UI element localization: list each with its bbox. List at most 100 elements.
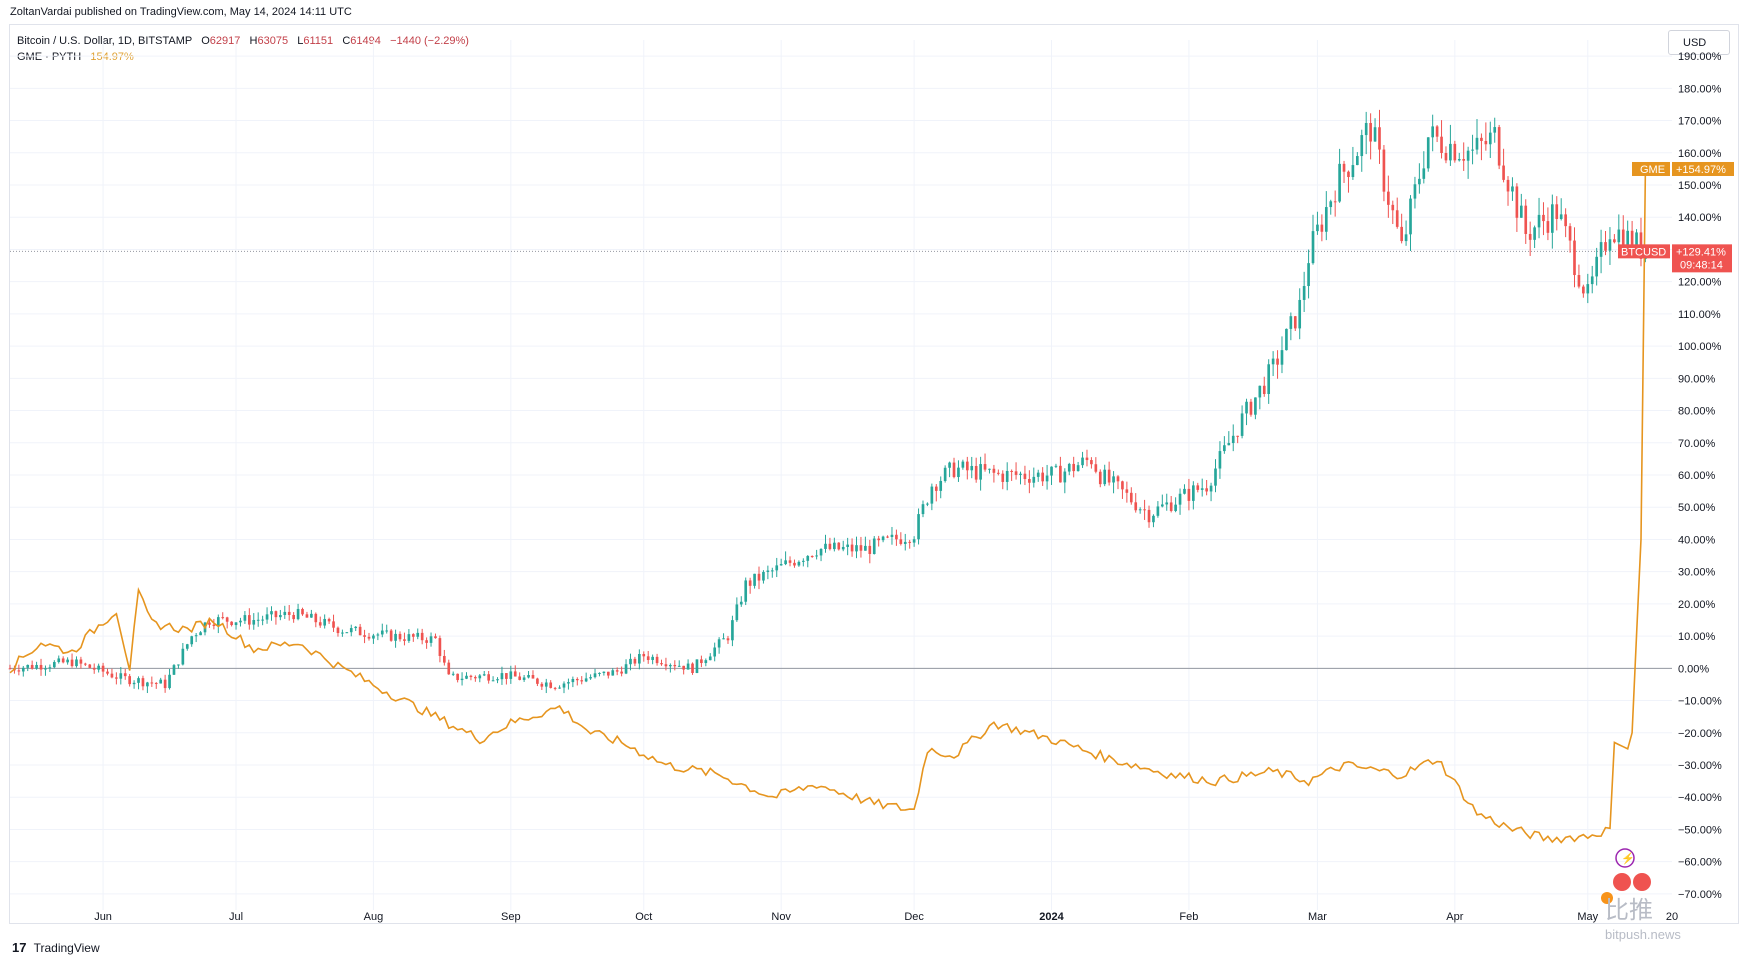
tradingview-logo-icon: 17 [12,940,27,955]
btc-candle [1032,476,1036,483]
btc-candle [1621,229,1625,251]
btc-candle [1528,233,1532,240]
btc-candle [35,664,38,669]
btc-candle [1307,263,1310,287]
btc-candle [518,676,522,680]
btc-candle [168,674,171,689]
btc-candle [549,682,553,688]
btc-candle [1586,284,1590,294]
btc-candle [310,613,313,618]
btc-candle [943,467,947,481]
btc-candle [1546,221,1550,233]
btc-candle [234,622,238,626]
btc-candle [700,659,703,664]
btc-candle [589,677,592,679]
currency-selector[interactable]: USD [1668,30,1730,55]
btc-candle [354,626,358,629]
btc-candle [1085,457,1089,461]
btc-candle [451,673,455,675]
btc-candle [154,682,158,684]
btc-candle [1094,464,1098,472]
gme-value-tag-label: +154.97% [1676,164,1726,176]
btc-candle [903,541,907,544]
x-axis-ticks: Jun Jul Aug Sep Oct Nov Dec 2024 Feb Mar Apr May 20 [94,911,1678,923]
btc-candle [318,622,322,626]
btc-candle [762,571,765,581]
btc-candle [580,680,584,682]
btc-candle [1599,242,1603,257]
btc-candle [146,682,149,687]
chart-frame [9,24,1739,924]
btc-candle [779,564,783,566]
btc-candle [1183,488,1186,494]
btc-candle [748,580,752,586]
btc-candle [855,545,858,552]
btc-candle [629,658,632,665]
btc-candle [407,634,411,641]
btc-candle [686,663,690,670]
btc-candle [212,624,216,626]
btc-name-tag[interactable] [1618,244,1670,259]
btc-candle [97,665,100,670]
btc-candle [274,611,278,618]
btc-candle [739,601,743,605]
us-flag-icon[interactable] [1633,873,1651,891]
btc-candle [677,665,681,667]
btc-candle [544,682,548,687]
gme-legend-row[interactable]: GME · PYTH 154.97% [17,49,469,65]
btc-candle [1125,489,1129,493]
lightning-icon[interactable] [1615,848,1635,868]
btc-candle [1369,122,1372,142]
btc-candle [1418,178,1421,185]
btc-candle [332,621,335,628]
y-tick-label: 50.00% [1678,502,1716,514]
btc-candle [79,659,83,664]
gme-name-tag[interactable] [1632,161,1670,176]
btc-candle [1311,231,1315,264]
btc-candle [974,465,978,480]
btc-candle [921,504,925,515]
btc-candle [1480,137,1483,141]
btc-candle [624,664,628,674]
btc-candle [704,660,708,664]
y-tick-label: −70.00% [1678,889,1722,901]
btc-candle [1036,472,1040,477]
btc-candle [44,668,47,670]
btc-candle [1271,358,1275,365]
btc-candle [110,673,114,678]
btc-candle [992,468,996,473]
btc-candle [562,683,566,688]
bitcoin-icon[interactable] [1601,892,1613,904]
btc-candle [75,659,78,667]
btc-candle [1010,470,1013,472]
btc-candle [886,536,889,538]
btc-candle [1391,204,1395,211]
x-tick-label: Sep [501,911,521,923]
btc-value-tag[interactable] [1672,244,1732,273]
btc-candle [292,614,295,620]
us-flag-icon[interactable] [1613,873,1631,891]
btc-candle [1462,159,1466,161]
x-tick-label: Apr [1446,911,1463,923]
btc-candle [1577,275,1581,287]
btc-candle [1573,240,1576,276]
x-tick-label: Jul [229,911,243,923]
btc-candle [1041,472,1044,482]
btc-candle [833,542,836,550]
btc-candle [1382,149,1386,192]
btc-candle [132,682,136,685]
btc-candle [1205,488,1208,492]
btc-candle [1231,435,1235,444]
y-axis-ticks: 190.00% 180.00% 170.00% 160.00% 150.00% 140.0… [1678,51,1722,901]
btc-candle [1595,256,1598,277]
btc-candle [1493,127,1497,133]
gme-line-group [9,168,1647,844]
btc-candle [137,678,140,683]
y-tick-label: 140.00% [1678,212,1722,224]
gme-value-tag[interactable] [1672,161,1734,176]
tradingview-brand[interactable]: 17 TradingView [12,940,100,955]
btc-candle [389,630,393,641]
btc-candle [1023,473,1027,480]
btc-candle [283,611,287,616]
